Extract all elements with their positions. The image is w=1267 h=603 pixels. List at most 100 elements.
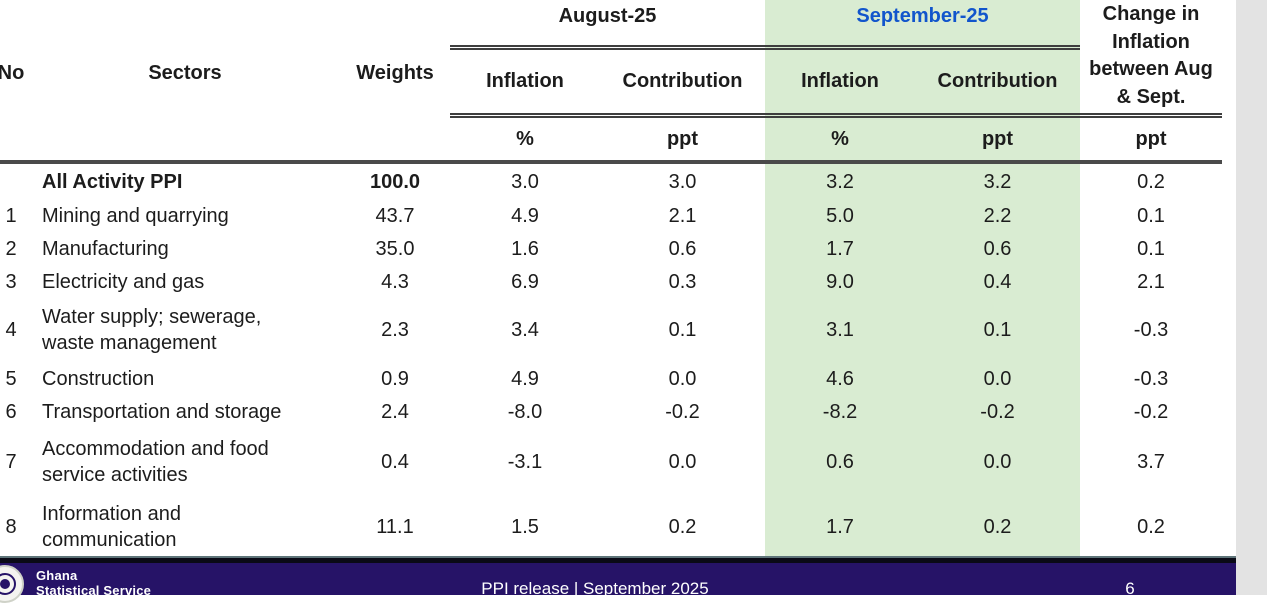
- row-no: 4: [0, 298, 30, 362]
- col-header-change: Change in Inflation between Aug & Sept.: [1080, 0, 1222, 115]
- footer-page-number: 6: [1110, 579, 1150, 599]
- row-aug-inflation: -3.1: [450, 428, 600, 495]
- row-aug-contribution: 0.0: [600, 428, 765, 495]
- row-sector: Construction: [30, 362, 340, 395]
- row-no: 2: [0, 232, 30, 265]
- row-aug-inflation: 1.5: [450, 495, 600, 558]
- row-no: 1: [0, 199, 30, 232]
- row-change: 2.1: [1080, 265, 1222, 298]
- row-sep-inflation: -8.2: [765, 395, 915, 428]
- row-aug-contribution: 0.0: [600, 362, 765, 395]
- row-aug-inflation: 4.9: [450, 362, 600, 395]
- row-sep-inflation: 5.0: [765, 199, 915, 232]
- col-header-sectors: Sectors: [30, 0, 340, 115]
- row-sep-inflation: 1.7: [765, 495, 915, 558]
- row-sector: Electricity and gas: [30, 265, 340, 298]
- unit-empty: [30, 115, 340, 162]
- row-aug-inflation: 1.6: [450, 232, 600, 265]
- row-aug-inflation: 4.9: [450, 199, 600, 232]
- row-aug-contribution: 0.3: [600, 265, 765, 298]
- table-row-transportation: 6 Transportation and storage 2.4 -8.0 -0…: [0, 395, 1222, 428]
- ppi-sector-table: No Sectors Weights August-25 September-2…: [0, 0, 1222, 558]
- col-header-august: August-25: [450, 0, 765, 47]
- row-aug-contribution: 0.1: [600, 298, 765, 362]
- table-header-month-row: No Sectors Weights August-25 September-2…: [0, 0, 1222, 47]
- row-change: 0.1: [1080, 199, 1222, 232]
- table-row-accommodation: 7 Accommodation and food service activit…: [0, 428, 1222, 495]
- row-weight: 0.9: [340, 362, 450, 395]
- unit-sep-inflation: %: [765, 115, 915, 162]
- row-sector: Mining and quarrying: [30, 199, 340, 232]
- row-weight: 11.1: [340, 495, 450, 558]
- row-sep-contribution: 0.6: [915, 232, 1080, 265]
- row-aug-inflation: 6.9: [450, 265, 600, 298]
- table-row-water: 4 Water supply; sewerage, waste manageme…: [0, 298, 1222, 362]
- row-aug-inflation: 3.4: [450, 298, 600, 362]
- col-header-no: No: [0, 0, 30, 115]
- row-change: 0.1: [1080, 232, 1222, 265]
- unit-sep-contribution: ppt: [915, 115, 1080, 162]
- row-aug-inflation: -8.0: [450, 395, 600, 428]
- col-header-weights: Weights: [340, 0, 450, 115]
- row-sep-contribution: -0.2: [915, 395, 1080, 428]
- table-row-electricity: 3 Electricity and gas 4.3 6.9 0.3 9.0 0.…: [0, 265, 1222, 298]
- footer-bar: Ghana Statistical Service PPI release | …: [0, 563, 1236, 595]
- row-change: -0.3: [1080, 298, 1222, 362]
- table-row-construction: 5 Construction 0.9 4.9 0.0 4.6 0.0 -0.3: [0, 362, 1222, 395]
- unit-aug-inflation: %: [450, 115, 600, 162]
- row-sep-inflation: 1.7: [765, 232, 915, 265]
- row-no: 8: [0, 495, 30, 558]
- col-header-sep-contribution: Contribution: [915, 47, 1080, 115]
- right-margin-strip: [1236, 0, 1267, 595]
- table-row-manufacturing: 2 Manufacturing 35.0 1.6 0.6 1.7 0.6 0.1: [0, 232, 1222, 265]
- row-change: -0.3: [1080, 362, 1222, 395]
- row-change: 0.2: [1080, 162, 1222, 199]
- row-change: 3.7: [1080, 428, 1222, 495]
- row-no: [0, 162, 30, 199]
- row-sep-inflation: 3.1: [765, 298, 915, 362]
- row-sector: Water supply; sewerage, waste management: [30, 298, 340, 362]
- row-sep-contribution: 0.0: [915, 428, 1080, 495]
- row-change: 0.2: [1080, 495, 1222, 558]
- table-row-all-activity: All Activity PPI 100.0 3.0 3.0 3.2 3.2 0…: [0, 162, 1222, 199]
- table-header-unit-row: % ppt % ppt ppt: [0, 115, 1222, 162]
- unit-empty: [340, 115, 450, 162]
- row-sep-contribution: 3.2: [915, 162, 1080, 199]
- row-sector: Accommodation and food service activitie…: [30, 428, 340, 495]
- row-no: 6: [0, 395, 30, 428]
- unit-change: ppt: [1080, 115, 1222, 162]
- footer-release-label: PPI release | September 2025: [0, 579, 1190, 599]
- row-aug-contribution: -0.2: [600, 395, 765, 428]
- row-weight: 2.4: [340, 395, 450, 428]
- row-sector: Information and communication: [30, 495, 340, 558]
- row-weight: 4.3: [340, 265, 450, 298]
- row-no: 3: [0, 265, 30, 298]
- row-sep-inflation: 0.6: [765, 428, 915, 495]
- row-sector: Transportation and storage: [30, 395, 340, 428]
- row-no: 5: [0, 362, 30, 395]
- row-weight: 0.4: [340, 428, 450, 495]
- col-header-aug-inflation: Inflation: [450, 47, 600, 115]
- row-aug-contribution: 0.2: [600, 495, 765, 558]
- row-sep-contribution: 0.0: [915, 362, 1080, 395]
- row-aug-contribution: 0.6: [600, 232, 765, 265]
- unit-aug-contribution: ppt: [600, 115, 765, 162]
- row-sep-inflation: 3.2: [765, 162, 915, 199]
- row-aug-inflation: 3.0: [450, 162, 600, 199]
- row-weight: 2.3: [340, 298, 450, 362]
- col-header-september: September-25: [765, 0, 1080, 47]
- row-change: -0.2: [1080, 395, 1222, 428]
- table-row-information: 8 Information and communication 11.1 1.5…: [0, 495, 1222, 558]
- row-no: 7: [0, 428, 30, 495]
- row-sep-inflation: 4.6: [765, 362, 915, 395]
- row-sep-contribution: 0.4: [915, 265, 1080, 298]
- row-sep-contribution: 0.1: [915, 298, 1080, 362]
- row-sector: Manufacturing: [30, 232, 340, 265]
- row-sep-contribution: 2.2: [915, 199, 1080, 232]
- row-aug-contribution: 2.1: [600, 199, 765, 232]
- row-weight: 43.7: [340, 199, 450, 232]
- unit-empty: [0, 115, 30, 162]
- row-aug-contribution: 3.0: [600, 162, 765, 199]
- col-header-sep-inflation: Inflation: [765, 47, 915, 115]
